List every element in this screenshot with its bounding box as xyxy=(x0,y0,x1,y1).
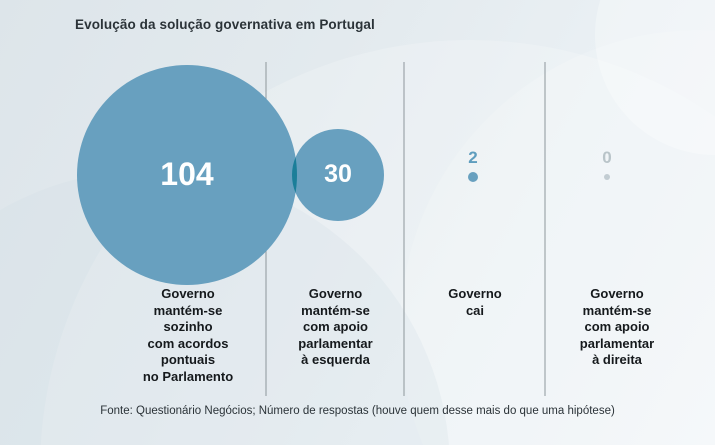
label-line: com apoio xyxy=(302,319,368,334)
bubble-apoio-esquerda[interactable] xyxy=(292,129,384,221)
label-line: mantém-se xyxy=(153,302,223,318)
label-line: à esquerda xyxy=(301,352,370,367)
label-line: parlamentar xyxy=(298,335,373,351)
label-line: à direita xyxy=(592,352,642,367)
label-line: com acordos xyxy=(147,335,229,351)
bubble-governo-cai[interactable] xyxy=(468,172,478,182)
bubble-value-2: 30 xyxy=(324,160,352,188)
label-line: Governo xyxy=(308,286,363,301)
column-label-apoio-esquerda: Governo mantém-se com apoio parlamentar … xyxy=(268,286,403,369)
bubble-apoio-direita[interactable] xyxy=(604,174,610,180)
bubble-value-4: 0 xyxy=(602,148,612,167)
label-line: mantém-se xyxy=(582,302,652,318)
column-label-apoio-direita: Governo mantém-se com apoio parlamentar … xyxy=(547,286,687,369)
source-note: Fonte: Questionário Negócios; Número de … xyxy=(100,405,615,417)
bubble-value-3: 2 xyxy=(468,148,478,167)
bubble-governo-sozinho[interactable] xyxy=(77,65,297,285)
label-line: parlamentar xyxy=(579,335,655,351)
label-line: pontuais xyxy=(160,352,216,367)
label-line: com apoio xyxy=(584,319,650,334)
label-line: mantém-se xyxy=(301,302,370,318)
label-line: Governo xyxy=(161,286,215,301)
bubble-value-1: 104 xyxy=(160,156,214,192)
label-line: Governo xyxy=(448,286,502,301)
page-title: Evolução da solução governativa em Portu… xyxy=(75,17,375,32)
label-line: no Parlamento xyxy=(142,368,234,384)
label-line: sozinho xyxy=(163,319,213,334)
label-line: Governo xyxy=(590,286,644,301)
label-line: cai xyxy=(465,302,485,318)
column-label-governo-sozinho: Governo mantém-se sozinho com acordos po… xyxy=(113,286,263,385)
column-label-governo-cai: Governo cai xyxy=(406,286,544,319)
